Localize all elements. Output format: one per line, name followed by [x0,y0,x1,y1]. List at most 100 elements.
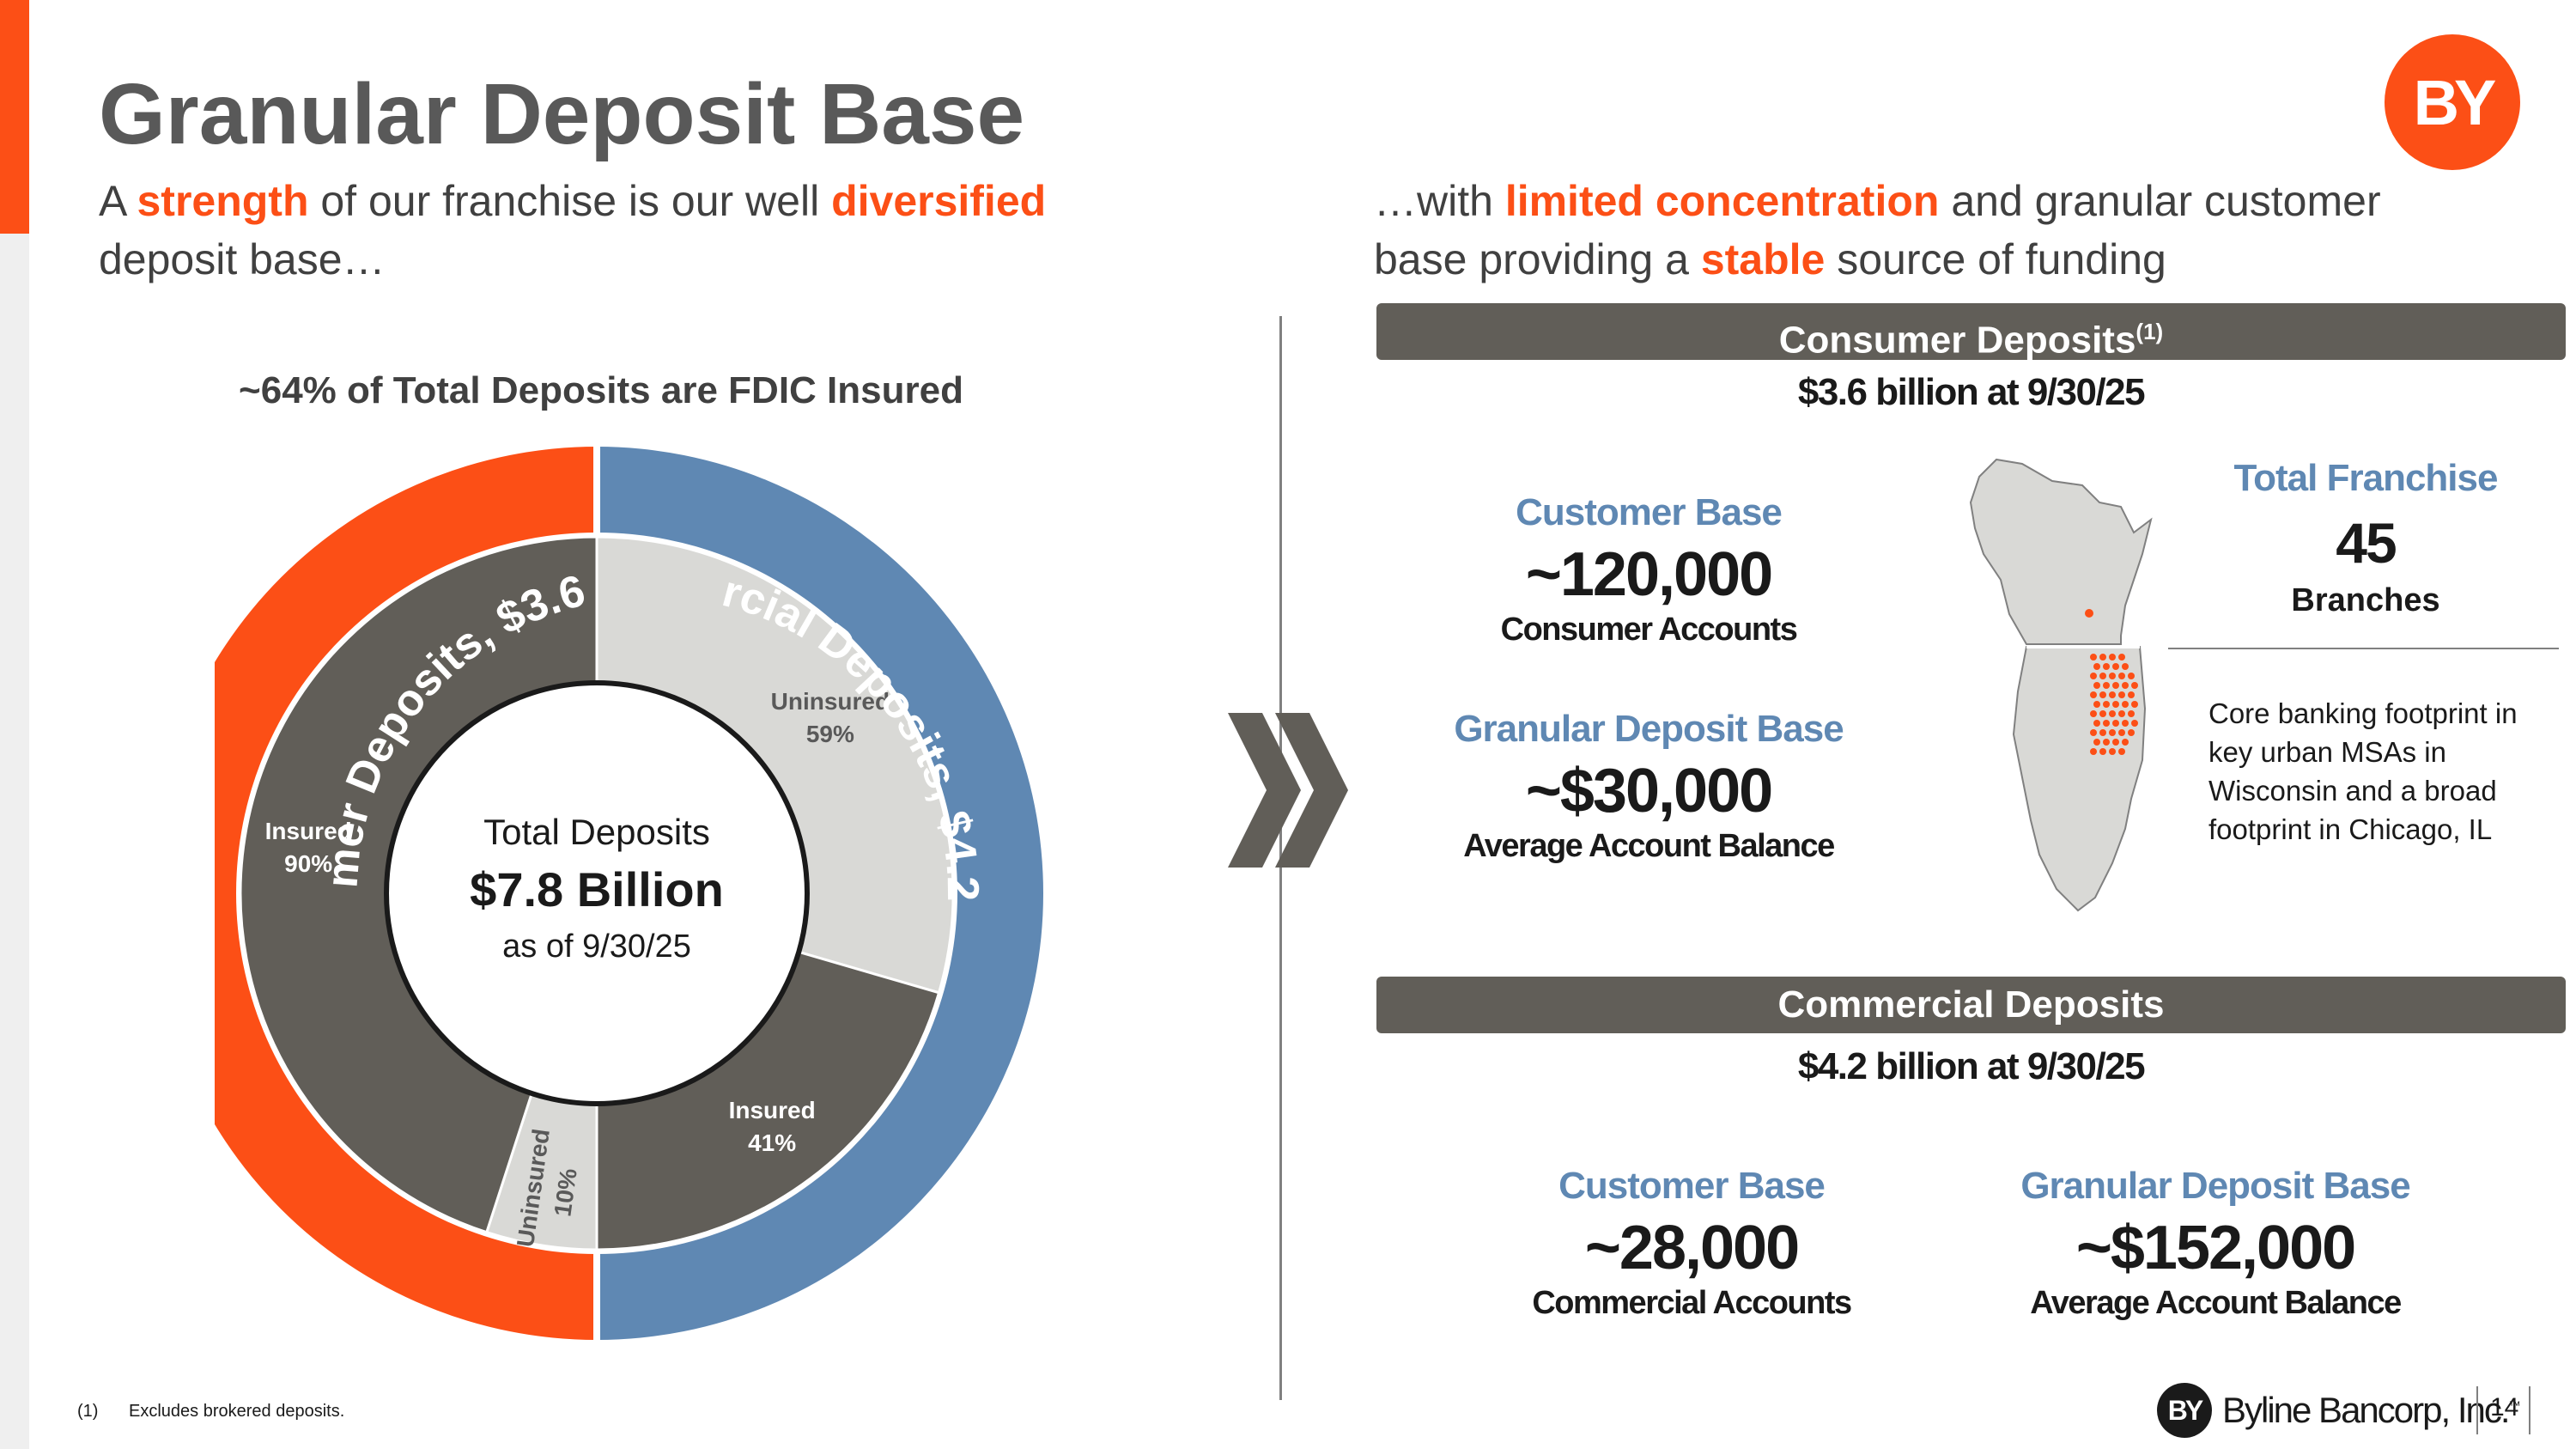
branch-dot [2128,729,2135,736]
slice-percent: 90% [284,850,332,877]
page-title: Granular Deposit Base [99,66,1025,162]
branch-dot [2103,739,2110,746]
subtitle-text: base providing a [1374,235,1701,283]
branch-dot [2099,691,2106,698]
subtitle-text: of our franchise is our well [308,177,832,225]
footnote-number: (1) [77,1402,99,1421]
center-date: as of 9/30/25 [502,928,691,965]
branch-dot [2109,691,2116,698]
branch-dot [2112,701,2119,708]
branch-dot [2112,720,2119,727]
total-franchise: Total Franchise 45 Branches [2164,457,2567,619]
consumer-ring-slice [215,447,597,1340]
consumer-deposits-bar: Consumer Deposits(1) [1376,303,2566,362]
trademark: ™ [2508,1398,2521,1412]
branch-dot [2103,663,2110,670]
consumer-customer-base: Customer Base ~120,000 Consumer Accounts [1374,491,1923,648]
slice-name: Insured [729,1097,816,1123]
commercial-insured-label: Insured 41% [729,1097,816,1156]
customer-base-sub: Consumer Accounts [1500,612,1798,648]
granular-label: Granular Deposit Base [2020,1165,2410,1207]
branch-dot [2128,673,2135,679]
branch-dot [2090,729,2097,736]
subtitle-text: source of funding [1825,235,2166,283]
commercial-uninsured-label: Uninsured 59% [771,688,890,747]
slice-name: Uninsured [771,688,890,715]
branch-dot [2099,654,2106,661]
branch-dot [2109,748,2116,755]
slice-name: Insured [265,818,352,844]
slice-percent: 59% [806,721,854,747]
branch-dot [2093,682,2100,689]
chart-title: ~64% of Total Deposits are FDIC Insured [239,369,963,411]
center-label: Total Deposits [483,812,710,852]
branch-dot [2090,748,2097,755]
customer-base-label: Customer Base [1558,1165,1826,1207]
customer-base-value: ~28,000 [1584,1214,1800,1282]
branch-dot [2099,710,2106,717]
branch-dot [2093,701,2100,708]
branch-dot [2090,654,2097,661]
granular-sub: Average Account Balance [1463,828,1835,864]
subtitle-highlight: diversified [831,177,1047,225]
company-name-text: Byline Bancorp, Inc. [2222,1390,2511,1430]
branch-dot [2112,663,2119,670]
branch-count: 45 [2336,511,2397,575]
footnote-text: Excludes brokered deposits. [129,1402,345,1421]
subtitle-text: …with [1374,177,1505,225]
subtitle-highlight: strength [137,177,309,225]
branch-dot [2118,654,2125,661]
slice-percent: 41% [748,1129,796,1156]
branch-dot [2103,701,2110,708]
branch-dot [2103,720,2110,727]
branch-dot [2093,663,2100,670]
slice-percent: 10% [549,1166,582,1218]
granular-sub: Average Account Balance [2030,1285,2402,1321]
deposit-donut-chart: Uninsured 59% Insured 41% Uninsured 10% Insure… [215,438,1044,1340]
branch-dot [2112,739,2119,746]
consumer-granular-base: Granular Deposit Base ~$30,000 Average A… [1374,708,1923,865]
right-subtitle: …with limited concentration and granular… [1374,172,2381,289]
branch-dot [2122,663,2129,670]
commercial-amount: $4.2 billion at 9/30/25 [1797,1045,2146,1087]
branch-dot [2109,729,2116,736]
wisconsin-branch-dot [2085,609,2093,618]
branch-dot [2122,739,2129,746]
subtitle-text: deposit base… [99,235,386,283]
branch-dot [2128,691,2135,698]
customer-base-label: Customer Base [1516,491,1783,533]
double-chevron-icon [1228,713,1348,868]
franchise-divider [2168,648,2559,649]
branch-dot [2118,729,2125,736]
customer-base-sub: Commercial Accounts [1532,1285,1852,1321]
branch-dot [2099,673,2106,679]
total-franchise-label: Total Franchise [2233,457,2499,499]
byline-footer-logo-icon: BY [2157,1383,2212,1438]
granular-value: ~$30,000 [1525,757,1773,825]
branch-dot [2122,701,2129,708]
side-strip [0,234,29,1449]
subtitle-highlight: limited concentration [1504,177,1940,225]
consumer-bar-label: Consumer Deposits [1778,319,2136,362]
page-separator [2529,1386,2530,1434]
page-separator [2476,1386,2478,1434]
center-circle [384,680,810,1106]
branch-dot [2118,710,2125,717]
footprint-description: Core banking footprint in key urban MSAs… [2208,697,2518,845]
branch-dot [2118,673,2125,679]
branch-dot [2099,748,2106,755]
wisconsin-illinois-map [1969,458,2153,912]
branch-dot [2109,710,2116,717]
branch-dot [2103,682,2110,689]
branch-dot [2090,710,2097,717]
accent-bar [0,0,29,234]
branches-label: Branches [2291,582,2440,618]
subtitle-text: and granular customer [1939,177,2381,225]
branch-dot [2122,720,2129,727]
commercial-deposits-bar: Commercial Deposits [1376,977,2566,1033]
branch-dot [2093,739,2100,746]
granular-label: Granular Deposit Base [1454,708,1844,750]
byline-logo-icon: BY [2385,34,2520,170]
footnote-ref: (1) [2136,319,2164,344]
branch-dot [2131,701,2138,708]
